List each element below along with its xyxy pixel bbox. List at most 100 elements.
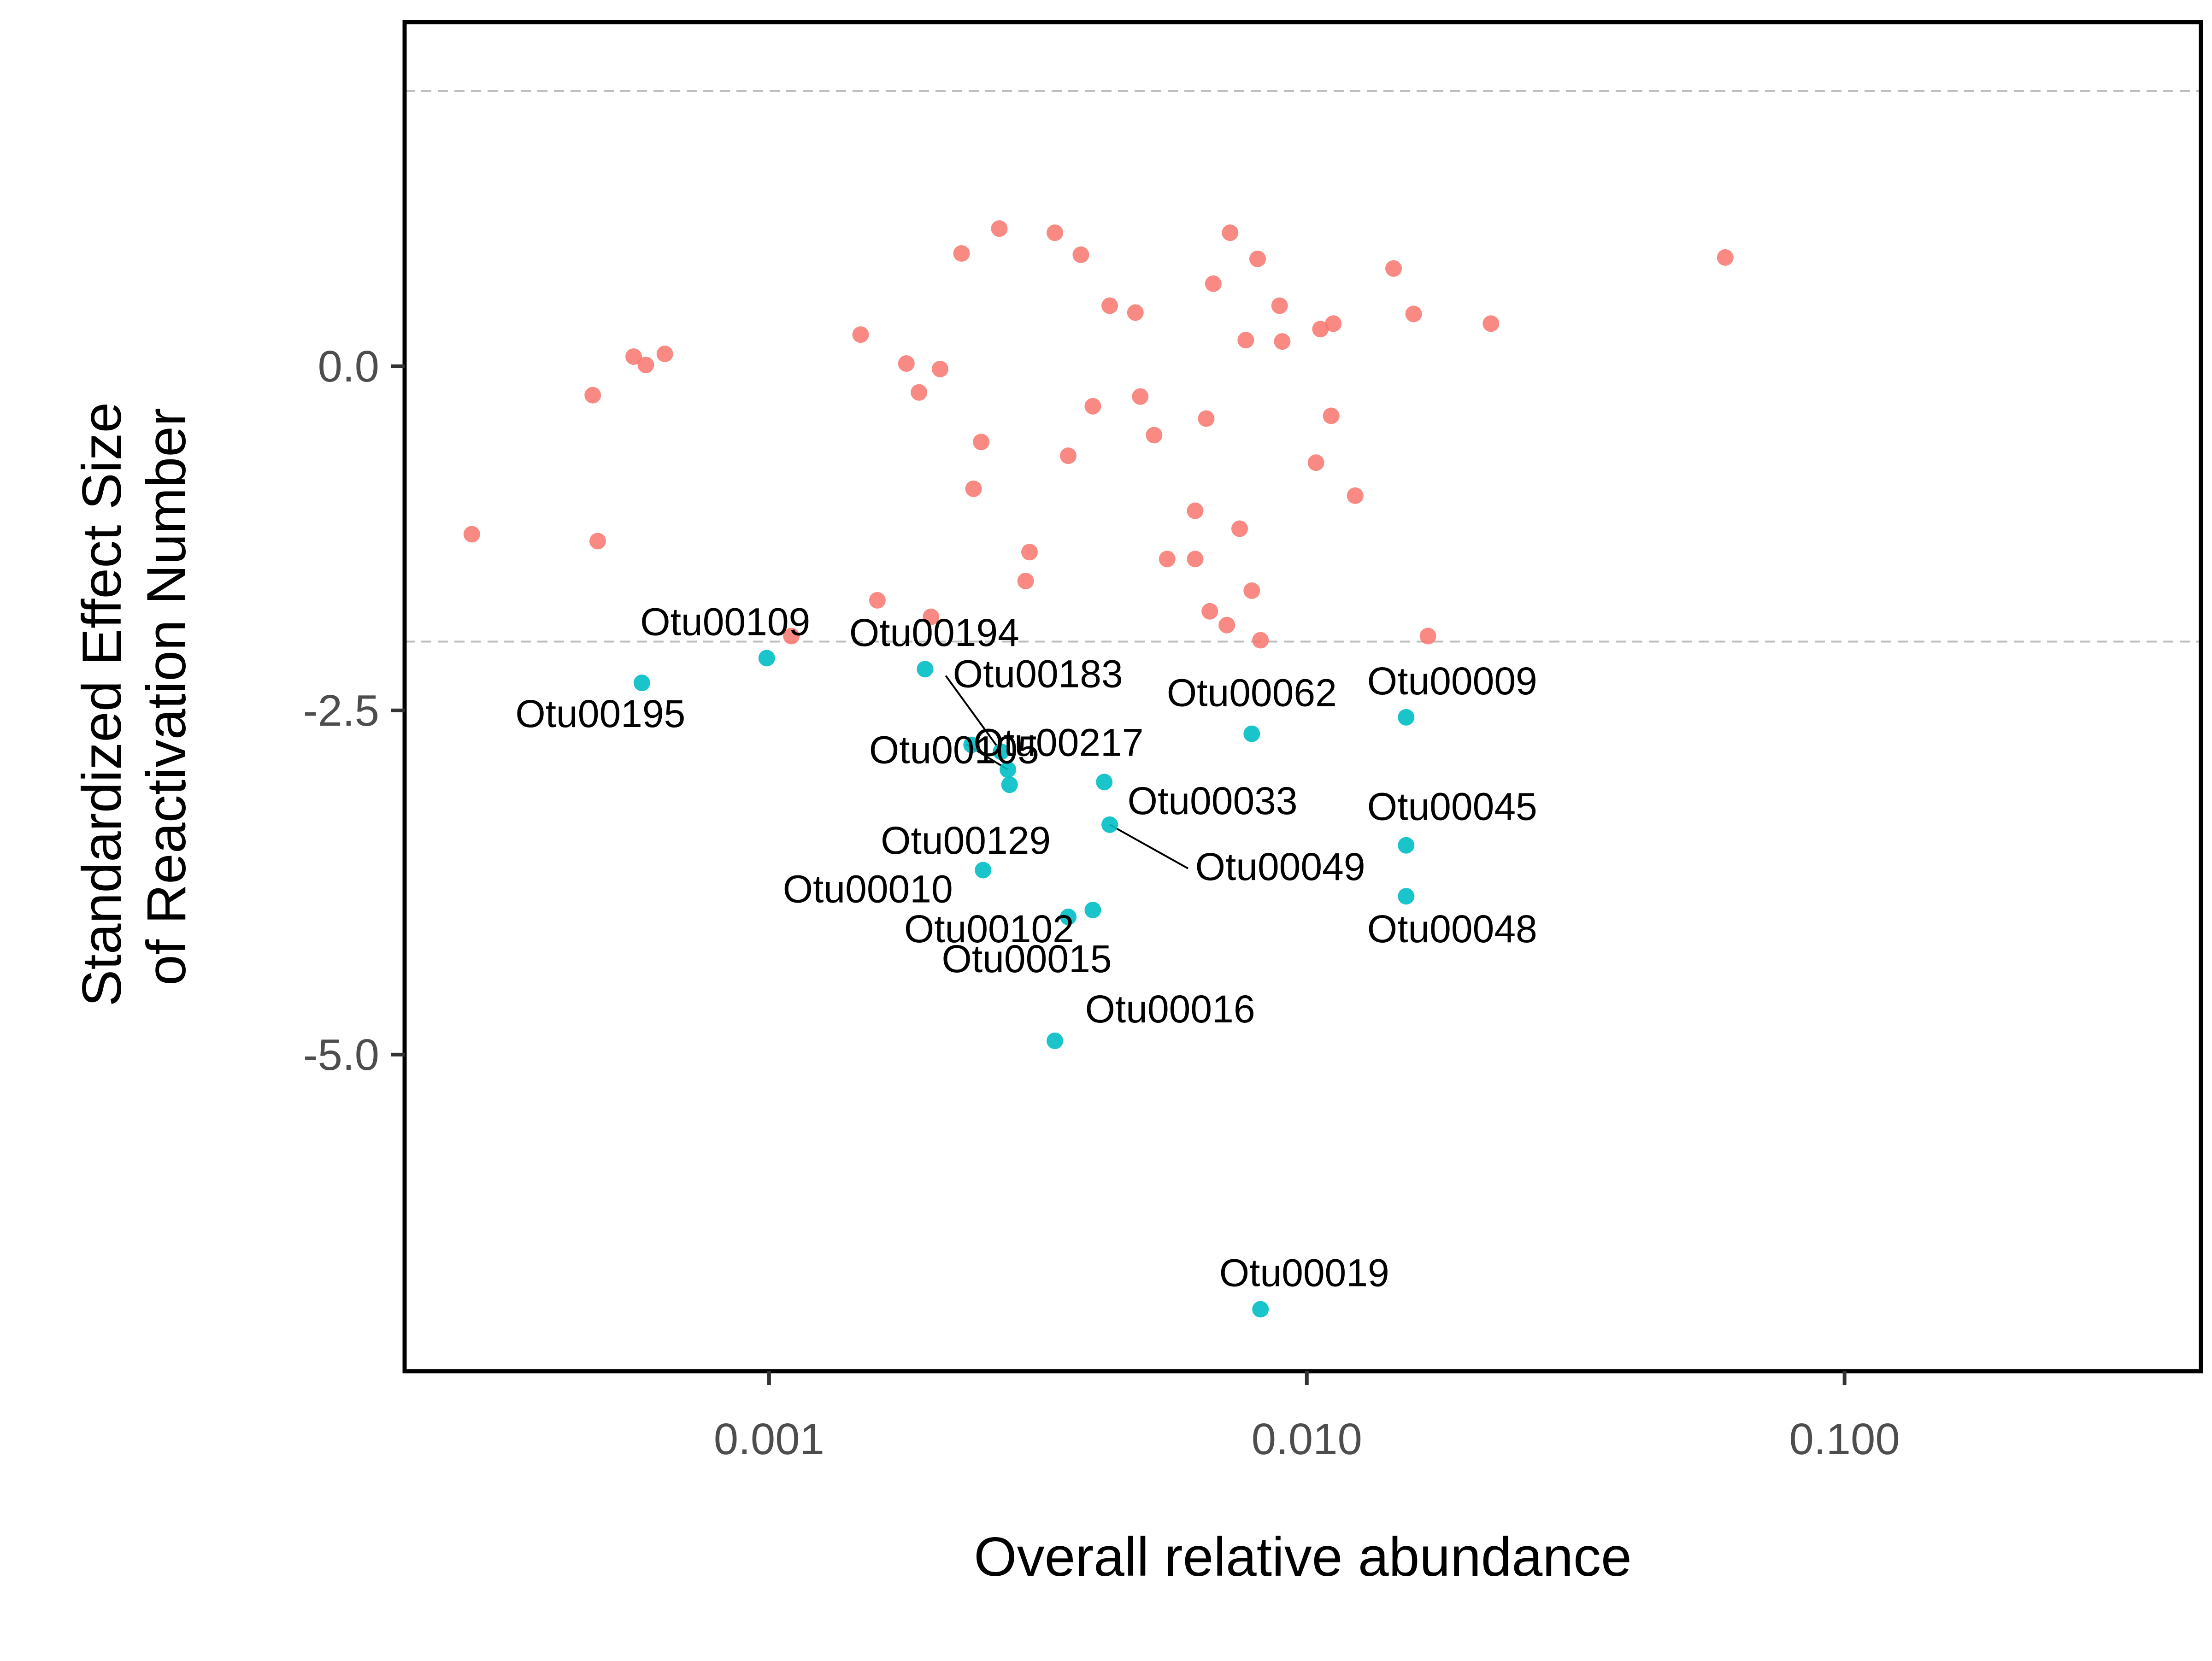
point-label: Otu00195 (515, 692, 685, 735)
data-point (463, 526, 480, 543)
point-label: Otu00062 (1167, 671, 1337, 715)
data-point (1127, 304, 1144, 321)
data-point (1047, 1032, 1064, 1049)
data-point (1101, 297, 1118, 314)
data-point (1017, 573, 1034, 590)
data-point (953, 245, 970, 262)
data-point (911, 384, 928, 401)
data-point (991, 220, 1008, 237)
point-label: Otu00019 (1219, 1251, 1389, 1295)
data-point (1231, 520, 1248, 537)
data-point (917, 661, 934, 678)
data-point (869, 592, 886, 609)
data-point (1222, 224, 1239, 241)
point-label: Otu00045 (1367, 785, 1537, 828)
data-point (1187, 551, 1204, 568)
data-point (584, 387, 601, 404)
point-label: Otu00049 (1195, 845, 1365, 888)
x-tick-label: 0.001 (714, 1414, 824, 1464)
data-point (1159, 551, 1176, 568)
point-label: Otu00102 (904, 907, 1074, 951)
data-point (1198, 410, 1215, 427)
data-point (1001, 776, 1018, 793)
point-label: Otu00183 (953, 652, 1123, 696)
data-point (1101, 816, 1118, 833)
data-point (1398, 709, 1415, 726)
point-label: Otu00010 (783, 867, 953, 910)
data-point (1252, 632, 1269, 649)
label-connector (945, 675, 1002, 752)
data-point (1323, 407, 1340, 424)
point-label: Otu00033 (1128, 779, 1298, 822)
y-tick-label: 0.0 (318, 342, 379, 391)
label-connector (1109, 824, 1189, 869)
data-point (1218, 616, 1235, 634)
data-point (1060, 909, 1077, 926)
y-axis-title-line-2: of Reactivation Number (135, 408, 197, 986)
data-point (1405, 305, 1422, 323)
data-points (463, 220, 1734, 1318)
point-label: Otu00105 (869, 728, 1039, 772)
data-point (975, 862, 992, 879)
data-point (1717, 249, 1734, 266)
point-label: Otu00009 (1367, 659, 1537, 703)
data-point (1252, 1301, 1269, 1318)
data-point (1243, 725, 1260, 742)
point-label: Otu00015 (942, 937, 1112, 980)
data-point (783, 628, 800, 645)
data-point (1072, 246, 1089, 263)
data-point (625, 348, 642, 365)
point-labels: Otu00195 Otu00109 Otu00194 Otu00105 Otu00183… (515, 600, 1537, 1294)
data-point (1312, 321, 1329, 338)
data-point (1146, 427, 1163, 444)
data-point (637, 356, 654, 373)
reference-lines (405, 90, 2201, 643)
data-point (633, 675, 650, 692)
data-point (1385, 260, 1402, 277)
data-point (1021, 544, 1038, 561)
data-point (1274, 333, 1291, 350)
y-axis-title: Standardized Effect Size of Reactivation… (71, 387, 197, 1006)
data-point (1271, 297, 1288, 314)
data-point (898, 355, 915, 372)
data-point (1084, 398, 1101, 415)
data-point (1201, 603, 1218, 620)
data-point (1398, 837, 1415, 854)
point-label: Otu00217 (974, 721, 1144, 764)
data-point (1205, 275, 1222, 292)
data-point (1132, 388, 1149, 405)
data-point (852, 326, 869, 343)
data-point (1187, 502, 1204, 519)
point-label: Otu00048 (1367, 907, 1537, 951)
data-point (1419, 628, 1436, 645)
point-label: Otu00194 (849, 611, 1019, 654)
data-point (1243, 582, 1260, 599)
data-point (963, 736, 980, 753)
y-tick-label: -2.5 (303, 686, 379, 735)
data-point (1307, 454, 1324, 471)
data-point (589, 533, 606, 550)
data-point (1060, 447, 1077, 464)
y-tick-label: -5.0 (303, 1030, 379, 1080)
data-point (1249, 250, 1266, 267)
x-tick-label: 0.100 (1789, 1414, 1900, 1464)
data-point (758, 650, 775, 667)
data-point (1483, 315, 1500, 332)
data-point (1325, 315, 1342, 332)
data-point (1398, 888, 1415, 905)
data-point (973, 434, 990, 451)
y-axis-title-line-1: Standardized Effect Size (71, 402, 133, 1007)
data-point (1000, 761, 1017, 778)
point-label: Otu00129 (881, 819, 1051, 862)
data-point (1047, 224, 1064, 241)
data-point (993, 743, 1010, 760)
data-point (932, 360, 949, 377)
point-label: Otu00109 (640, 600, 810, 643)
x-tick-label: 0.010 (1252, 1414, 1362, 1464)
data-point (1347, 487, 1364, 504)
x-axis-title: Overall relative abundance (974, 1526, 1632, 1588)
axes: 0.001 0.010 0.100 0.0 -2.5 -5.0 (303, 342, 1900, 1464)
data-point (1237, 332, 1254, 349)
